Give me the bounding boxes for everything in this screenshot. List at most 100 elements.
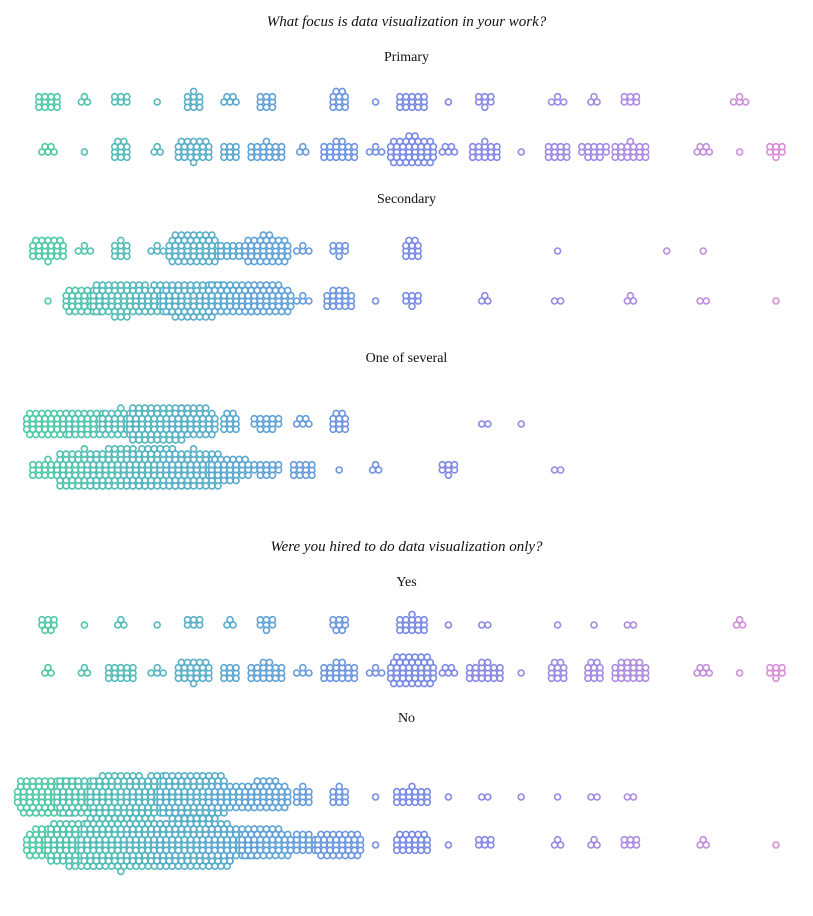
data-point — [577, 142, 586, 151]
data-point — [232, 98, 240, 106]
data-point — [207, 471, 216, 480]
data-point — [256, 615, 265, 624]
data-point — [371, 663, 380, 672]
data-point — [395, 92, 404, 101]
data-point — [496, 663, 504, 672]
data-point — [180, 674, 189, 683]
data-point — [195, 313, 204, 321]
data-point — [271, 851, 280, 860]
data-point — [253, 153, 262, 162]
data-point — [302, 471, 310, 480]
data-point — [150, 444, 158, 453]
data-point — [265, 658, 274, 667]
data-point — [208, 231, 216, 239]
data-point — [92, 409, 101, 418]
data-point — [253, 777, 262, 785]
data-point — [211, 425, 219, 434]
data-point — [635, 142, 644, 151]
data-point — [229, 409, 237, 418]
data-point — [165, 436, 174, 444]
data-point — [729, 98, 738, 106]
data-point — [226, 615, 234, 624]
data-point — [256, 825, 265, 833]
data-point — [241, 455, 250, 464]
data-point — [159, 669, 168, 677]
data-point — [371, 98, 380, 106]
data-point — [214, 782, 222, 791]
data-point — [28, 471, 37, 480]
data-point — [171, 409, 180, 418]
data-point — [556, 841, 565, 849]
data-point — [147, 307, 155, 316]
data-point — [244, 257, 252, 266]
data-point — [429, 663, 438, 672]
data-point — [217, 241, 225, 250]
data-point — [189, 231, 198, 239]
data-point — [83, 430, 92, 439]
data-point — [192, 281, 201, 289]
data-point — [553, 247, 562, 255]
data-point — [22, 777, 31, 785]
data-point — [280, 782, 289, 791]
data-point — [356, 835, 365, 844]
data-point — [350, 142, 359, 151]
data-point — [283, 286, 292, 295]
data-point — [596, 663, 604, 672]
data-point — [189, 482, 198, 490]
data-point — [487, 153, 495, 162]
data-point — [265, 231, 274, 239]
data-point — [201, 825, 210, 833]
data-point — [177, 231, 186, 239]
data-point — [110, 241, 119, 250]
data-point — [86, 814, 95, 823]
data-point — [220, 851, 228, 860]
data-point — [617, 674, 626, 683]
data-point — [265, 674, 274, 683]
data-point — [59, 252, 68, 261]
data-point — [408, 158, 416, 167]
data-point — [696, 663, 704, 672]
data-point — [517, 793, 526, 801]
data-point — [408, 302, 416, 311]
data-point — [104, 814, 113, 823]
data-point — [411, 798, 419, 807]
data-point — [135, 436, 143, 444]
data-point — [480, 137, 489, 146]
data-point — [320, 142, 328, 151]
data-point — [47, 471, 55, 480]
data-point — [374, 466, 383, 474]
data-point — [195, 231, 204, 239]
data-point — [62, 482, 70, 490]
data-point — [256, 425, 265, 434]
data-point — [402, 252, 410, 261]
data-point — [226, 281, 234, 289]
data-point — [286, 302, 295, 311]
data-point — [444, 841, 453, 849]
data-point — [183, 450, 192, 458]
data-point — [477, 621, 486, 629]
data-point — [104, 307, 113, 316]
data-point — [244, 803, 252, 812]
data-point — [335, 615, 344, 624]
data-point — [420, 137, 429, 146]
data-point — [420, 830, 429, 839]
data-point — [144, 444, 152, 453]
data-point — [226, 476, 234, 485]
data-point — [123, 674, 131, 683]
data-point — [138, 819, 146, 828]
data-point — [547, 674, 556, 683]
group-title: Primary — [383, 50, 430, 65]
data-point — [468, 142, 477, 151]
data-point — [395, 830, 404, 839]
data-point — [31, 851, 40, 860]
data-point — [292, 787, 301, 796]
data-point — [207, 782, 216, 791]
data-point — [68, 777, 76, 785]
data-point — [129, 857, 137, 865]
data-point — [635, 658, 644, 667]
data-point — [411, 846, 419, 855]
data-point — [205, 142, 213, 151]
data-point — [320, 674, 328, 683]
data-point — [402, 92, 410, 101]
